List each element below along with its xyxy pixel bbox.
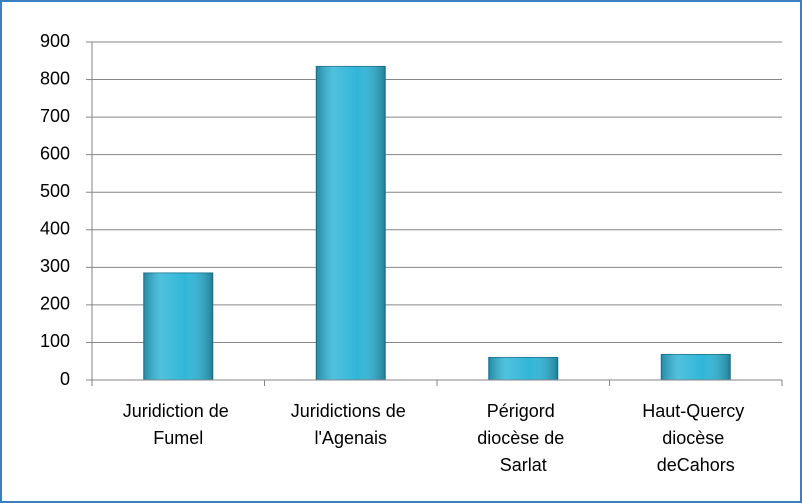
y-tick-label: 700 (40, 106, 70, 126)
y-tick-label: 800 (40, 68, 70, 88)
y-tick-label: 900 (40, 31, 70, 51)
x-tick-label: Périgord diocèse de Sarlat (477, 401, 569, 475)
y-tick-label: 500 (40, 181, 70, 201)
x-tick-label: Juridiction de Fumel (123, 401, 234, 448)
y-tick-label: 400 (40, 219, 70, 239)
bar (488, 356, 559, 381)
y-tick-label: 0 (60, 369, 70, 389)
bar (143, 272, 214, 381)
x-tick-label: Haut-Quercy diocèse deCahors (642, 401, 749, 475)
bar (660, 353, 731, 381)
x-tick-label: Juridictions de l'Agenais (291, 401, 411, 448)
y-tick-label: 300 (40, 256, 70, 276)
y-tick-label: 600 (40, 143, 70, 163)
y-tick-label: 100 (40, 331, 70, 351)
y-tick-label: 200 (40, 294, 70, 314)
bar (315, 65, 386, 381)
